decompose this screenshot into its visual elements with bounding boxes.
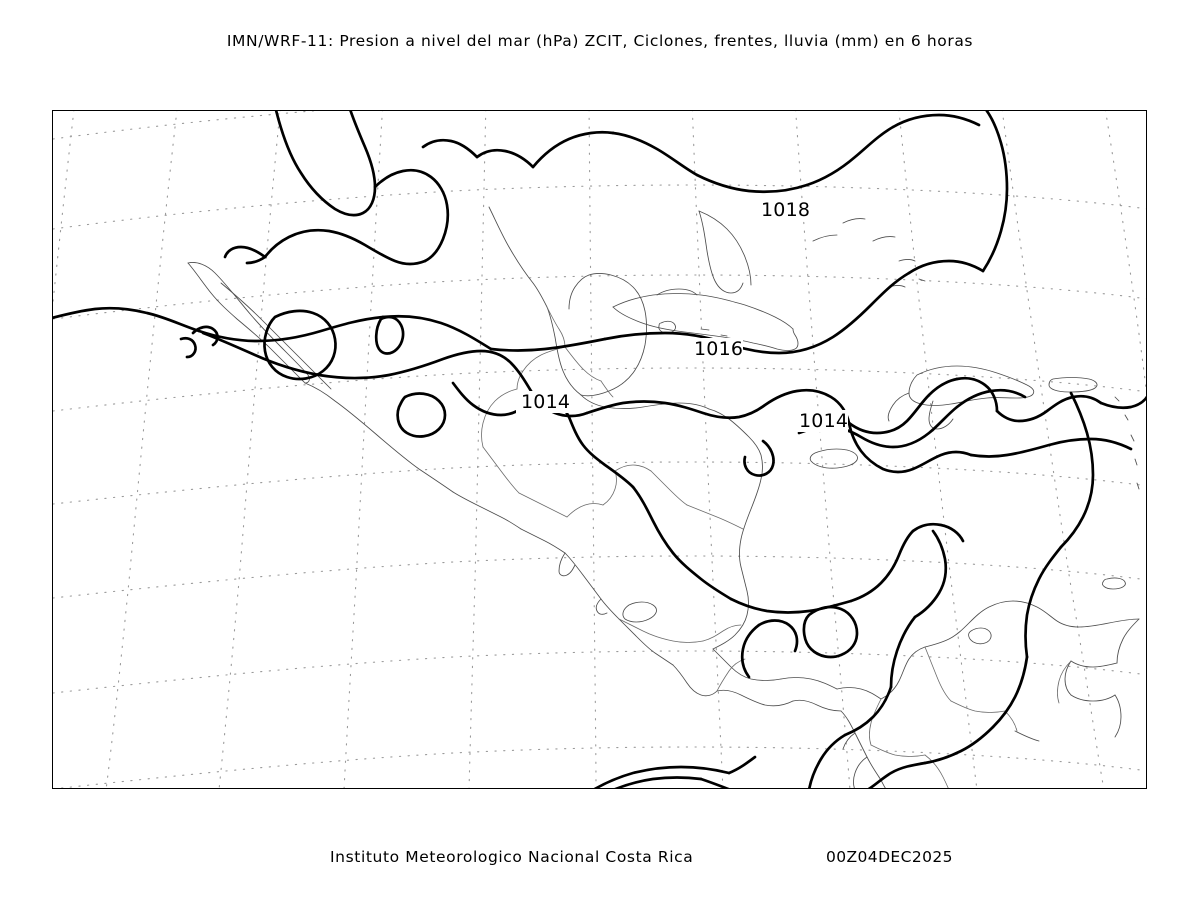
isobar-label-1014-east-group: 1014 xyxy=(794,410,848,432)
isobar-label-1018-group: 1018 xyxy=(756,199,810,221)
isobar-label-1014-west-group: 1014 xyxy=(516,391,570,413)
page-title: IMN/WRF-11: Presion a nivel del mar (hPa… xyxy=(226,32,974,50)
valid-time-label: 00Z04DEC2025 xyxy=(826,848,953,866)
isobar-label-1018: 1018 xyxy=(761,199,810,221)
isobar-label-layer: 1018 1016 1014 1014 xyxy=(516,199,848,432)
coastline-layer xyxy=(187,206,1140,788)
map-canvas[interactable]: 1018 1016 1014 1014 xyxy=(53,111,1147,789)
map-frame: 1018 1016 1014 1014 xyxy=(52,110,1147,789)
institution-label: Instituto Meteorologico Nacional Costa R… xyxy=(330,848,694,866)
isobar-label-1014-east: 1014 xyxy=(799,410,848,432)
isobar-label-1016-group: 1016 xyxy=(689,338,743,360)
isobar-layer xyxy=(53,111,1146,788)
isobar-label-1016: 1016 xyxy=(694,338,743,360)
isobar-label-1014-west: 1014 xyxy=(521,391,570,413)
graticule-layer xyxy=(53,111,1146,788)
border-layer xyxy=(481,306,1072,788)
